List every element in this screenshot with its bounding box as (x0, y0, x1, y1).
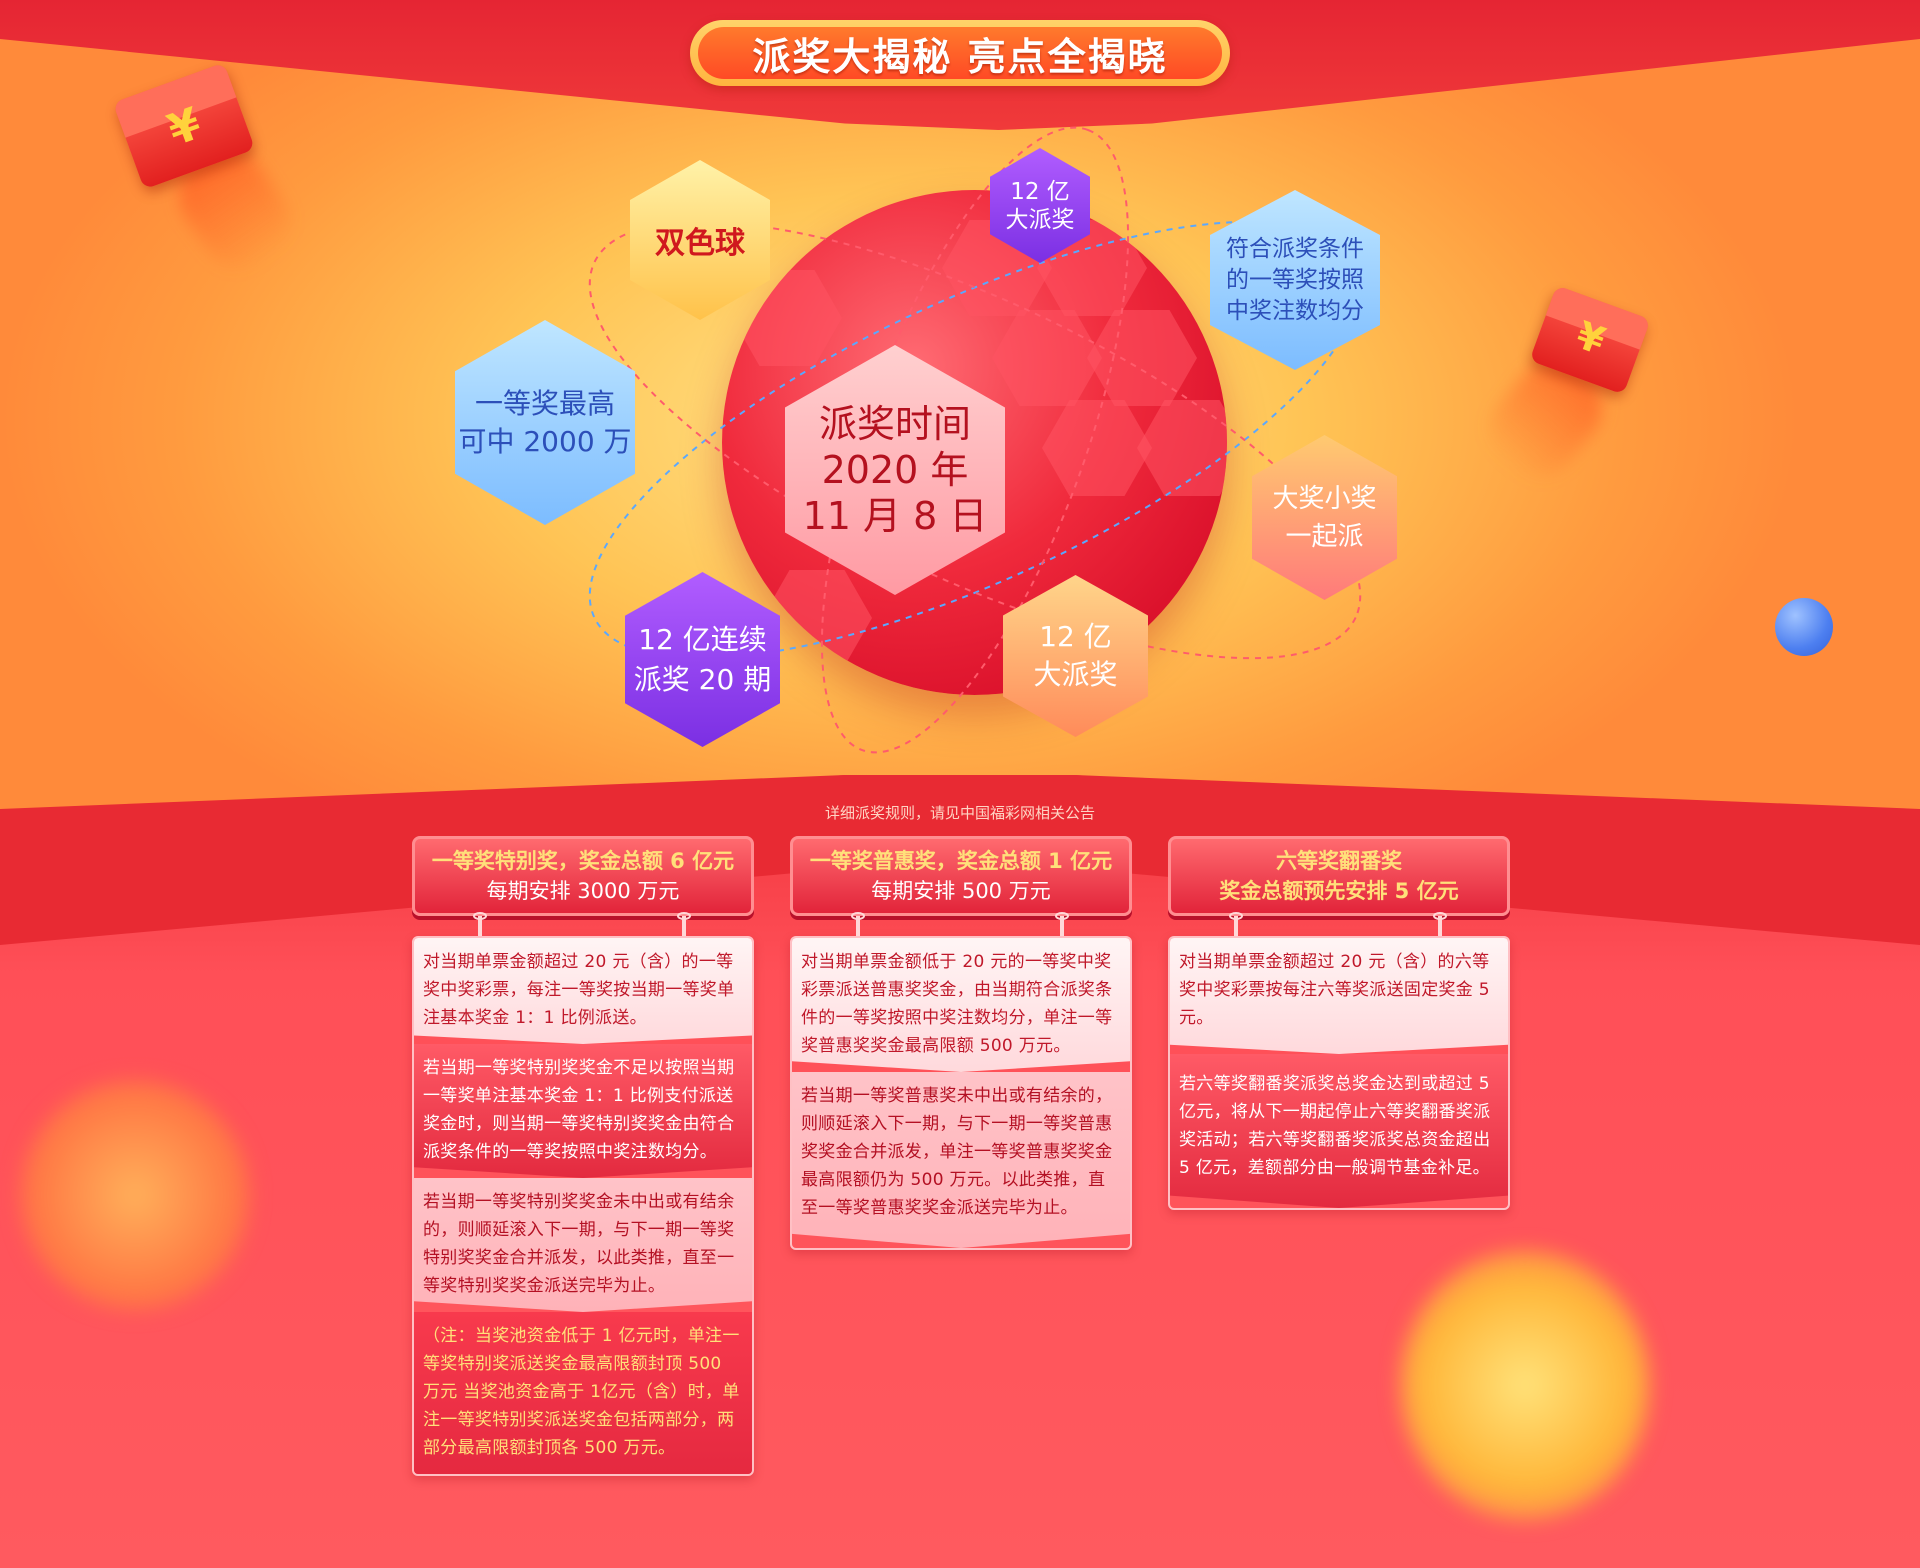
hex-label: 一起派 (1285, 521, 1364, 552)
hex-label: 12 亿 (1010, 178, 1070, 205)
column-special-prize: 一等奖特别奖，奖金总额 6 亿元 每期安排 3000 万元 对当期单票金额超过 … (412, 836, 754, 1476)
hex-label: 大派奖 (1033, 658, 1118, 691)
column-pins (1168, 912, 1510, 936)
rule-block: 对当期单票金额超过 20 元（含）的六等奖中奖彩票按每注六等奖派送固定奖金 5 … (1170, 938, 1508, 1054)
banner-title: 派奖大揭秘 亮点全揭晓 (698, 27, 1222, 79)
hex-label: 12 亿连续 (638, 622, 767, 656)
pin (1055, 912, 1069, 936)
rule-block: 若当期一等奖特别奖奖金未中出或有结余的，则顺延滚入下一期，与下一期一等奖特别奖奖… (414, 1178, 752, 1312)
column-body: 对当期单票金额超过 20 元（含）的六等奖中奖彩票按每注六等奖派送固定奖金 5 … (1168, 936, 1510, 1210)
column-header-subtitle: 每期安排 500 万元 (871, 879, 1051, 903)
hex-continuous: 12 亿连续 派奖 20 期 (625, 572, 780, 747)
sphere-cell (1137, 400, 1227, 496)
column-universal-prize: 一等奖普惠奖，奖金总额 1 亿元 每期安排 500 万元 对当期单票金额低于 2… (790, 836, 1132, 1250)
center-line: 11 月 8 日 (802, 494, 988, 538)
column-header-subtitle: 奖金总额预先安排 5 亿元 (1219, 879, 1459, 903)
hex-label: 派奖 20 期 (633, 662, 772, 696)
sphere-cell (1087, 310, 1197, 406)
rule-block: 对当期单票金额超过 20 元（含）的一等奖中奖彩票，每注一等奖按当期一等奖单注基… (414, 938, 752, 1044)
blue-ball-decoration (1775, 598, 1833, 656)
pin (677, 912, 691, 936)
coin-decoration-right (1400, 1250, 1650, 1520)
column-header: 一等奖特别奖，奖金总额 6 亿元 每期安排 3000 万元 (412, 836, 754, 916)
hex-label: 12 亿 (1039, 620, 1112, 653)
column-pins (412, 912, 754, 936)
hex-label: 的一等奖按照 (1226, 266, 1364, 293)
pin (1433, 912, 1447, 936)
column-header: 六等奖翻番奖 奖金总额预先安排 5 亿元 (1168, 836, 1510, 916)
center-line: 2020 年 (821, 448, 969, 492)
rule-block: 若当期一等奖特别奖奖金不足以按照当期一等奖单注基本奖金 1：1 比例支付派送奖金… (414, 1044, 752, 1178)
hex-label: 大派奖 (1005, 206, 1075, 233)
column-body: 对当期单票金额超过 20 元（含）的一等奖中奖彩票，每注一等奖按当期一等奖单注基… (412, 936, 754, 1476)
column-sixth-prize: 六等奖翻番奖 奖金总额预先安排 5 亿元 对当期单票金额超过 20 元（含）的六… (1168, 836, 1510, 1210)
column-header-title: 六等奖翻番奖 (1276, 849, 1402, 873)
rule-block: 若六等奖翻番奖派奖总奖金达到或超过 5 亿元，将从下一期起停止六等奖翻番奖派奖活… (1170, 1054, 1508, 1208)
sphere-cell (1042, 400, 1152, 496)
center-hex-draw-date: 派奖时间 2020 年 11 月 8 日 (785, 345, 1005, 595)
sphere-cell (992, 310, 1102, 406)
hex-label: 大奖小奖 (1272, 483, 1377, 514)
column-header-title: 一等奖普惠奖，奖金总额 1 亿元 (809, 849, 1113, 873)
hex-label: 可中 2000 万 (458, 424, 632, 458)
pin (851, 912, 865, 936)
hex-label: 符合派奖条件 (1226, 235, 1364, 262)
column-body: 对当期单票金额低于 20 元的一等奖中奖彩票派送普惠奖奖金，由当期符合派奖条件的… (790, 936, 1132, 1250)
rule-block: 若当期一等奖普惠奖未中出或有结余的，则顺延滚入下一期，与下一期一等奖普惠奖奖金合… (792, 1072, 1130, 1248)
column-header-title: 一等奖特别奖，奖金总额 6 亿元 (431, 849, 735, 873)
hex-label: 双色球 (655, 226, 745, 261)
column-header-subtitle: 每期安排 3000 万元 (486, 879, 680, 903)
rule-block: 对当期单票金额低于 20 元的一等奖中奖彩票派送普惠奖奖金，由当期符合派奖条件的… (792, 938, 1130, 1072)
rule-note-block: （注：当奖池资金低于 1 亿元时，单注一等奖特别奖派送奖金最高限额封顶 500 … (414, 1312, 752, 1474)
column-header: 一等奖普惠奖，奖金总额 1 亿元 每期安排 500 万元 (790, 836, 1132, 916)
column-pins (790, 912, 1132, 936)
center-line: 派奖时间 (818, 402, 971, 446)
pin (473, 912, 487, 936)
banner-pill: 派奖大揭秘 亮点全揭晓 (690, 20, 1230, 86)
hex-label: 一等奖最高 (474, 386, 615, 420)
rules-note: 详细派奖规则，请见中国福彩网相关公告 (824, 804, 1095, 822)
hex-label: 中奖注数均分 (1226, 297, 1364, 324)
coin-decoration-left (20, 1080, 250, 1310)
pin (1229, 912, 1243, 936)
hex-equal-split: 符合派奖条件 的一等奖按照 中奖注数均分 (1210, 190, 1380, 370)
